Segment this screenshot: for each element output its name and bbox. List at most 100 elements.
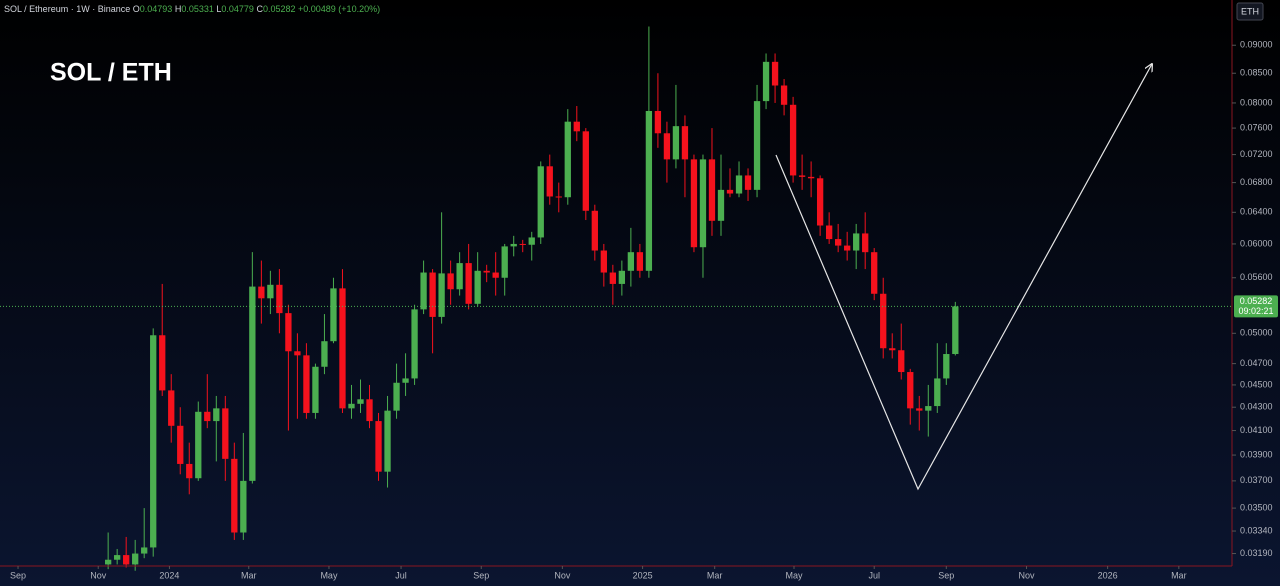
candle-body [654,110,662,134]
close-label: C [256,4,263,14]
candle-body [880,293,887,349]
candle-body [708,159,716,221]
candle-body [348,403,355,409]
y-tick-label: 0.06000 [1240,238,1273,248]
candle-body [889,348,896,351]
y-tick-label: 0.03700 [1240,475,1273,485]
candle-body [807,176,815,179]
candle-body [835,239,842,246]
candle-body [258,286,265,299]
candle-body [438,273,445,317]
candle-body [501,246,508,278]
candle-body [798,175,806,177]
candle-body [474,270,481,304]
candle-body [853,233,860,251]
candle-body [312,366,319,413]
candle-body [898,350,905,373]
candle-body [186,463,193,479]
candle-body [681,126,689,160]
candle-body [609,272,616,284]
candle-body [150,335,157,548]
candle-body [925,406,932,411]
currency-label[interactable]: ETH [1241,6,1259,16]
candle-body [132,553,139,565]
candle-body [645,110,653,271]
candle-body [618,270,626,284]
countdown-label: 09:02:21 [1238,306,1273,316]
candle-body [168,390,175,426]
x-tick-label: Sep [938,570,954,580]
y-tick-label: 0.03500 [1240,502,1273,512]
candle-body [366,399,373,422]
x-tick-label: 2026 [1098,570,1118,580]
y-tick-label: 0.06800 [1240,177,1273,187]
y-tick-label: 0.04500 [1240,379,1273,389]
y-tick-label: 0.03900 [1240,449,1273,459]
candle-body [780,85,788,105]
y-tick-label: 0.03340 [1240,525,1273,535]
candle-body [402,378,409,383]
candle-body [159,335,166,391]
candle-body [375,421,382,472]
candle-body [726,189,734,194]
candle-body [321,341,328,367]
currency-button[interactable] [1236,2,1264,21]
candle-body [204,411,211,422]
candle-body [771,61,779,86]
candle-body [384,410,391,472]
candle-body [465,263,472,304]
x-tick-label: Jul [868,570,880,580]
x-tick-label: Mar [1171,570,1187,580]
candle-body [114,555,121,560]
candle-body [546,166,553,197]
x-tick-label: Nov [1019,570,1036,580]
chart-title: SOL / ETH [50,59,172,87]
candle-body [249,286,256,481]
y-tick-label: 0.04100 [1240,425,1273,435]
header: SOL / Ethereum · 1W · Binance O0.04793 H… [4,4,380,14]
y-tick-label: 0.07200 [1240,149,1273,159]
candle-body [231,458,238,533]
last-price-tag [1234,295,1278,318]
candle-body [636,252,644,271]
candle-body [456,263,463,290]
candle-body [627,252,635,271]
candle-body [943,354,950,379]
candle-body [825,225,833,240]
candle-body [699,159,707,248]
x-tick-label: Sep [473,570,489,580]
candle-body [177,425,184,464]
candle-body [844,245,851,251]
candle-body [330,288,337,342]
close-value: 0.05282 [263,4,296,14]
candle-body [564,121,571,198]
candle-body [357,399,364,404]
candle-body [339,288,346,409]
candle-body [510,243,517,247]
x-tick-label: Nov [90,570,107,580]
x-tick-label: Mar [707,570,723,580]
candle-body [447,273,454,290]
candle-body [267,284,274,299]
candle-body [537,166,544,238]
candle-body [213,408,220,422]
candle-body [762,61,770,102]
candle-body [123,555,130,565]
candle-body [591,210,598,251]
x-tick-label: Jul [395,570,407,580]
symbol: SOL / Ethereum · 1W · Binance [4,4,130,14]
candle-body [104,559,112,565]
open-label: O [133,4,140,14]
candle-body [492,272,499,278]
candle-body [663,133,671,160]
candle-body [753,101,761,190]
x-tick-label: 2025 [633,570,653,580]
x-tick-label: May [785,570,803,580]
y-tick-label: 0.08500 [1240,68,1273,78]
high-label: H [175,4,182,14]
y-tick-label: 0.03190 [1240,548,1273,558]
candle-body [871,252,878,294]
candle-body [141,547,148,554]
x-tick-label: Sep [10,570,26,580]
